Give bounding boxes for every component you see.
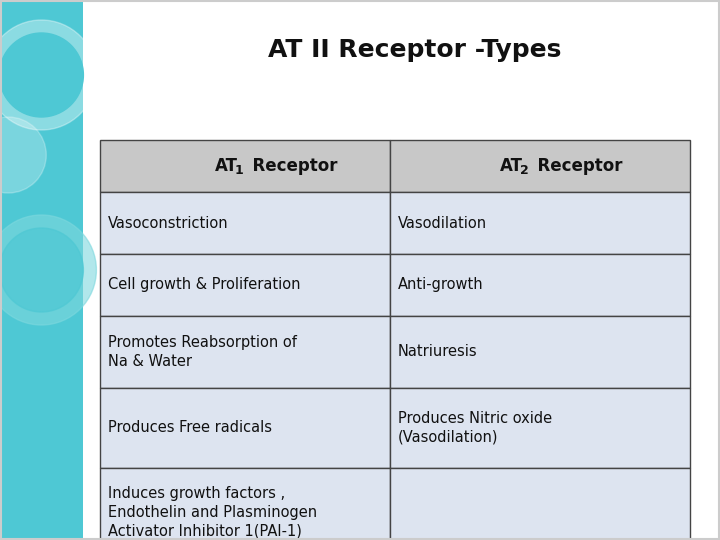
Bar — [0, 0, 83, 540]
Bar — [390, 140, 690, 192]
Bar — [390, 468, 690, 540]
Bar — [100, 192, 390, 254]
Bar — [100, 468, 390, 540]
Bar — [100, 388, 390, 468]
Circle shape — [0, 117, 46, 193]
Text: Vasoconstriction: Vasoconstriction — [108, 215, 229, 231]
Text: Natriuresis: Natriuresis — [398, 345, 477, 360]
Circle shape — [0, 215, 96, 325]
Bar — [390, 192, 690, 254]
Text: Receptor: Receptor — [526, 157, 623, 175]
Text: AT: AT — [500, 157, 523, 175]
Bar — [100, 254, 390, 316]
Text: Cell growth & Proliferation: Cell growth & Proliferation — [108, 278, 300, 293]
Text: Produces Nitric oxide
(Vasodilation): Produces Nitric oxide (Vasodilation) — [398, 411, 552, 445]
Bar — [390, 254, 690, 316]
Bar — [390, 388, 690, 468]
Text: Receptor: Receptor — [241, 157, 338, 175]
Text: Promotes Reabsorption of
Na & Water: Promotes Reabsorption of Na & Water — [108, 335, 297, 369]
Circle shape — [0, 20, 96, 130]
Text: Produces Free radicals: Produces Free radicals — [108, 421, 272, 435]
Text: Induces growth factors ,
Endothelin and Plasminogen
Activator Inhibitor 1(PAI-1): Induces growth factors , Endothelin and … — [108, 486, 317, 538]
Bar — [100, 316, 390, 388]
Text: 1: 1 — [235, 165, 244, 178]
Bar — [390, 316, 690, 388]
Bar — [100, 140, 390, 192]
Text: Vasodilation: Vasodilation — [398, 215, 487, 231]
Text: 2: 2 — [520, 165, 528, 178]
Text: AT II Receptor -Types: AT II Receptor -Types — [269, 38, 562, 62]
Text: AT: AT — [215, 157, 238, 175]
Circle shape — [0, 228, 84, 312]
Text: Anti-growth: Anti-growth — [398, 278, 484, 293]
Circle shape — [0, 33, 84, 117]
